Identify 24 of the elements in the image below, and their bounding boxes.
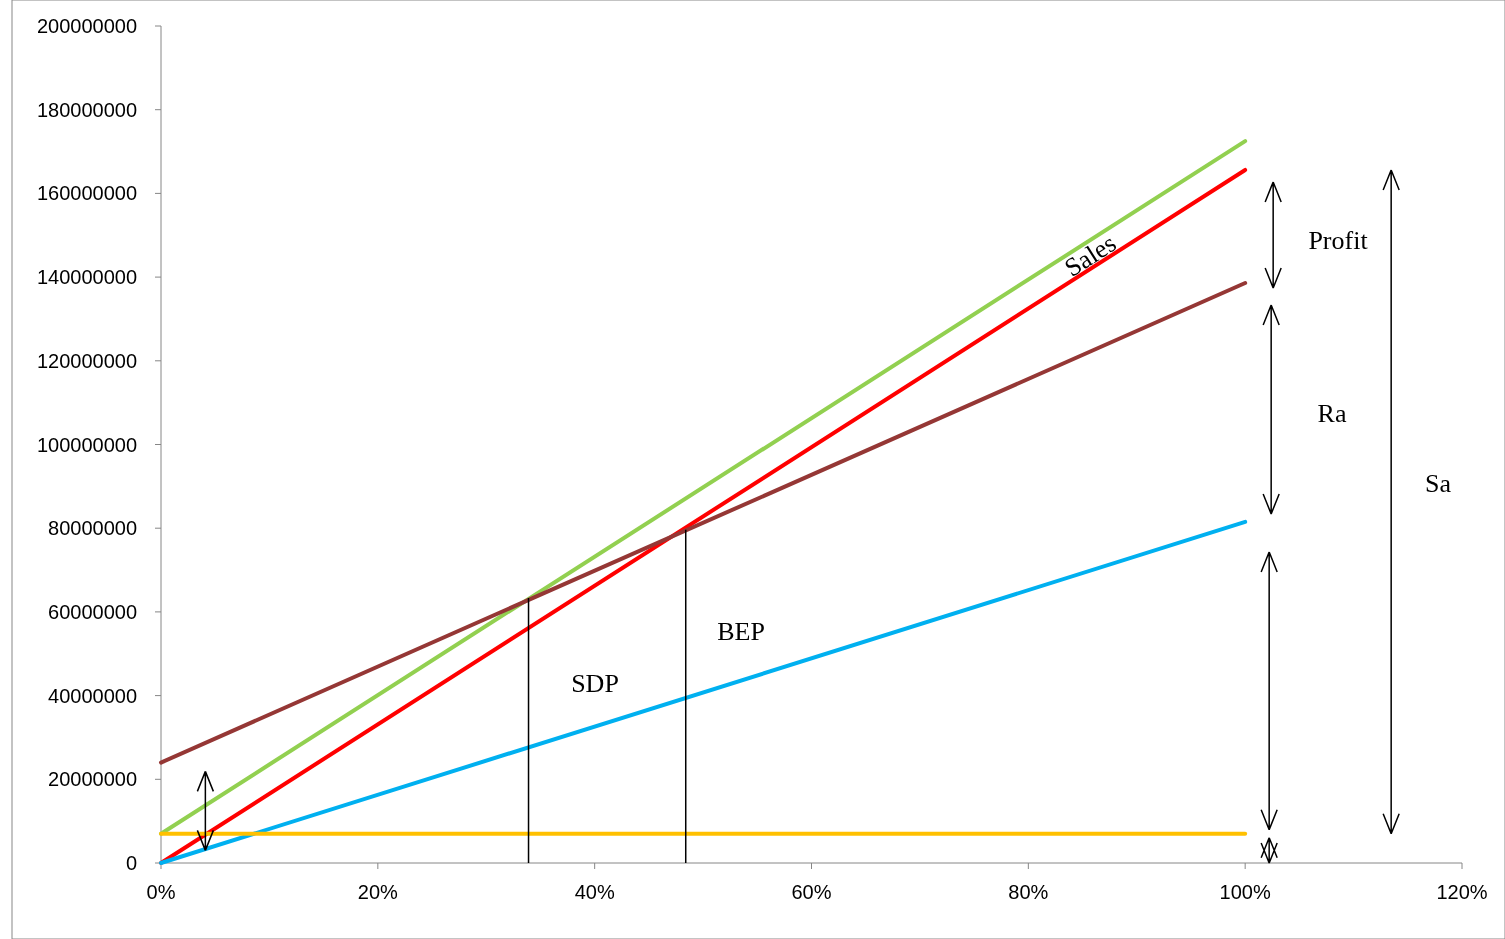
x-tick-label: 120% — [1436, 881, 1488, 903]
annotation: Sa — [1425, 469, 1452, 499]
y-tick-label: 60000000 — [48, 600, 137, 623]
x-tick-label: 20% — [357, 881, 399, 903]
y-tick-label: 140000000 — [36, 266, 137, 289]
y-tick-label: 0 — [125, 852, 137, 874]
y-tick-label: 120000000 — [36, 349, 137, 372]
y-tick-label: 80000000 — [48, 517, 137, 540]
y-tick-label: 180000000 — [36, 98, 137, 121]
y-tick-label: 160000000 — [36, 182, 137, 205]
y-tick-label: 100000000 — [36, 433, 137, 456]
annotation: Profit — [1308, 226, 1369, 256]
annotation: Ra — [1317, 399, 1347, 429]
x-tick-label: 40% — [574, 881, 615, 903]
annotation: SDP — [571, 669, 619, 699]
y-tick-label: 40000000 — [48, 684, 137, 707]
x-tick-label: 100% — [1219, 881, 1271, 903]
y-tick-label: 200000000 — [36, 15, 137, 37]
y-tick-label: 20000000 — [48, 768, 137, 791]
x-tick-label: 80% — [1008, 881, 1049, 903]
x-tick-label: 60% — [791, 881, 832, 903]
annotation: Sales — [1059, 228, 1122, 283]
annotation: BEP — [717, 617, 765, 647]
x-tick-label: 0% — [146, 881, 176, 903]
